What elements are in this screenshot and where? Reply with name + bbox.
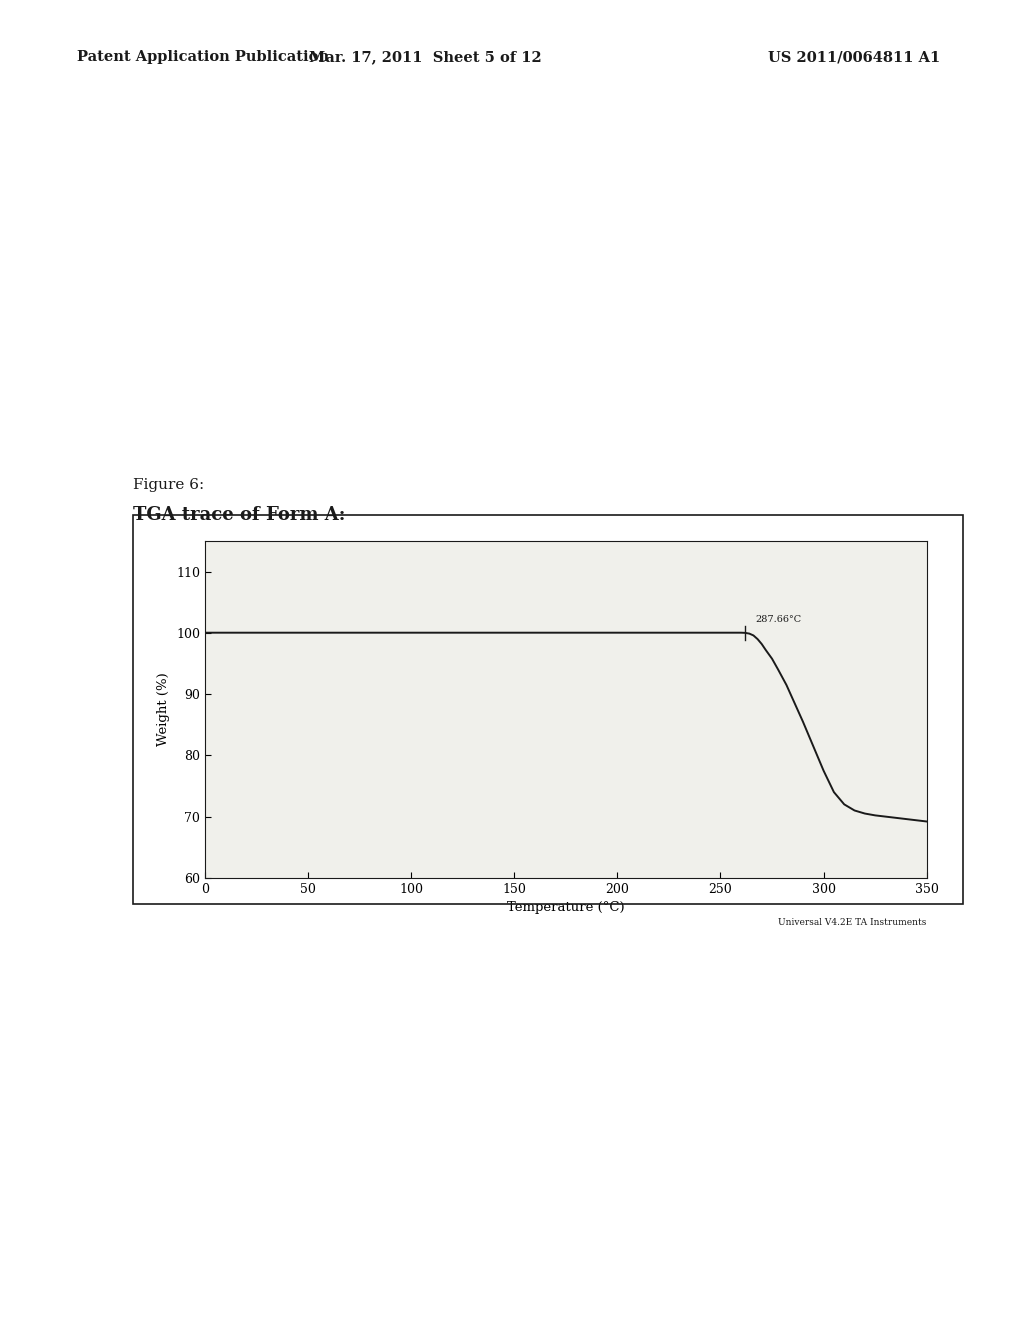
Text: Patent Application Publication: Patent Application Publication [77,50,329,65]
Text: Figure 6:: Figure 6: [133,478,205,492]
Y-axis label: Weight (%): Weight (%) [158,673,170,746]
Text: TGA trace of Form A:: TGA trace of Form A: [133,506,345,524]
Text: US 2011/0064811 A1: US 2011/0064811 A1 [768,50,940,65]
Text: 287.66°C: 287.66°C [756,615,802,624]
X-axis label: Temperature (°C): Temperature (°C) [507,902,625,915]
Text: Universal V4.2E TA Instruments: Universal V4.2E TA Instruments [778,919,927,927]
Text: Mar. 17, 2011  Sheet 5 of 12: Mar. 17, 2011 Sheet 5 of 12 [308,50,542,65]
